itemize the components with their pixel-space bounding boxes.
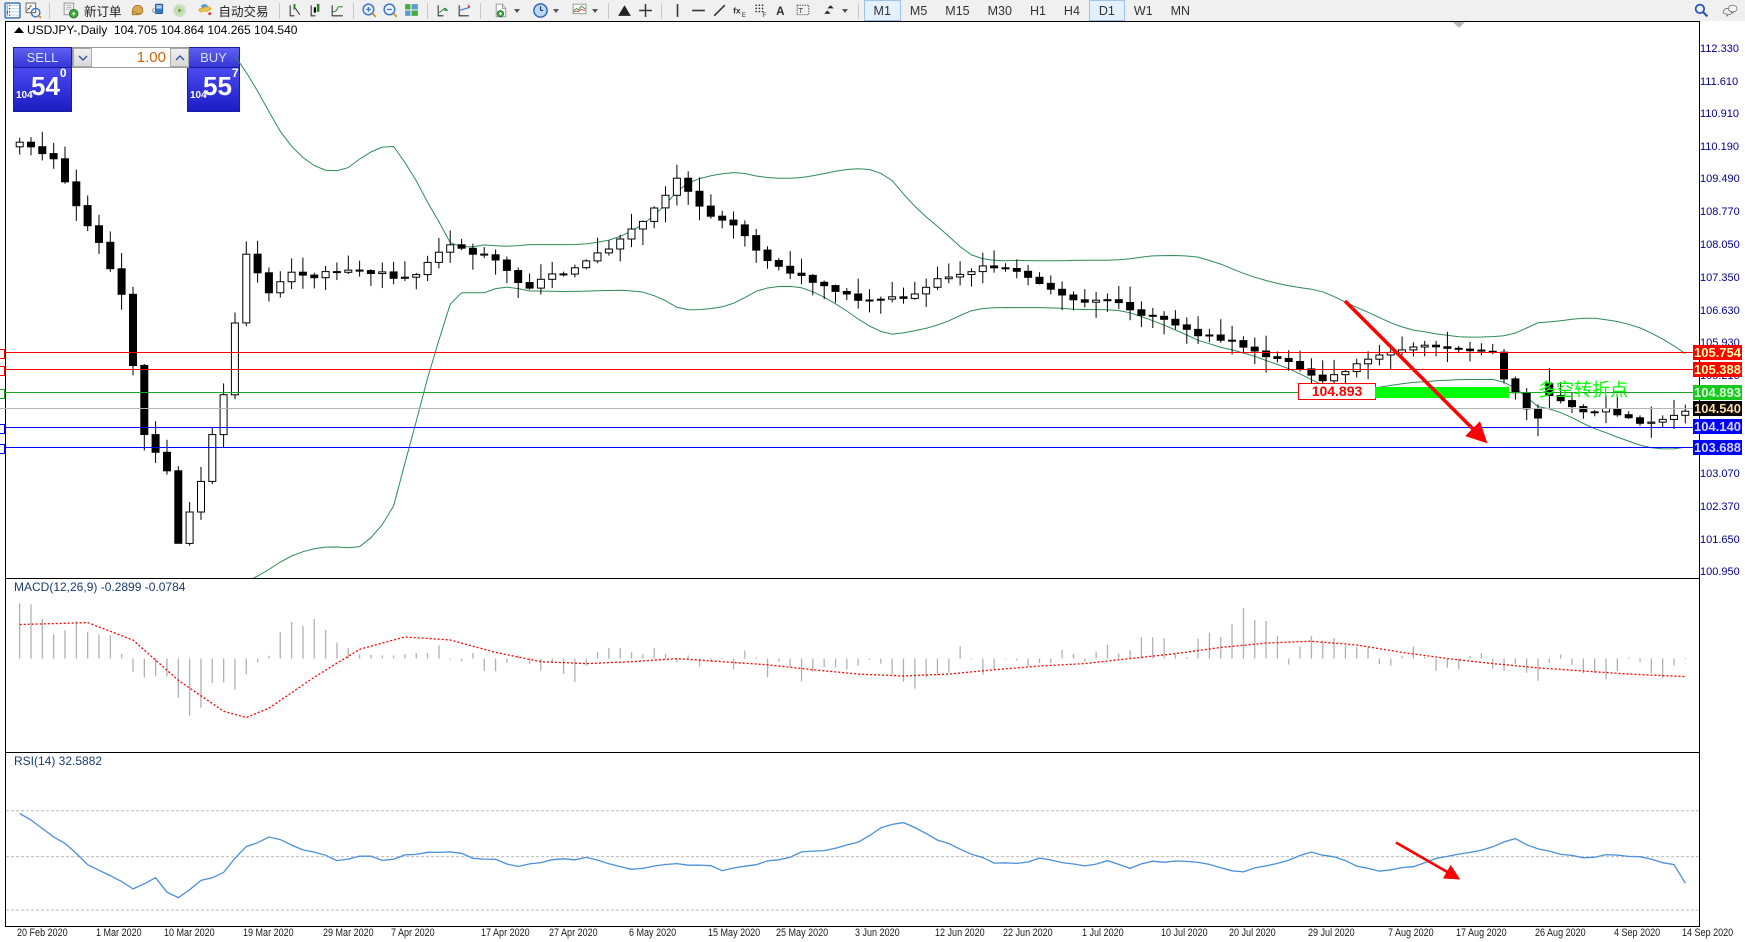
svg-text:T: T — [798, 6, 803, 15]
svg-text:fx: fx — [733, 6, 741, 16]
svg-text:E: E — [741, 12, 745, 19]
svg-text:A: A — [776, 5, 785, 18]
svg-text:F: F — [762, 12, 766, 19]
